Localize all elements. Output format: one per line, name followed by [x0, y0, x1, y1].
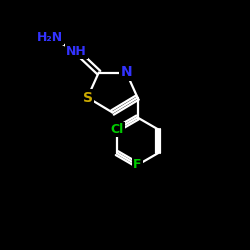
Text: S: S	[82, 90, 92, 104]
Text: H₂N: H₂N	[37, 31, 63, 44]
Text: N: N	[120, 66, 132, 80]
Text: F: F	[133, 158, 142, 172]
Text: Cl: Cl	[110, 123, 124, 136]
Text: NH: NH	[66, 45, 87, 58]
